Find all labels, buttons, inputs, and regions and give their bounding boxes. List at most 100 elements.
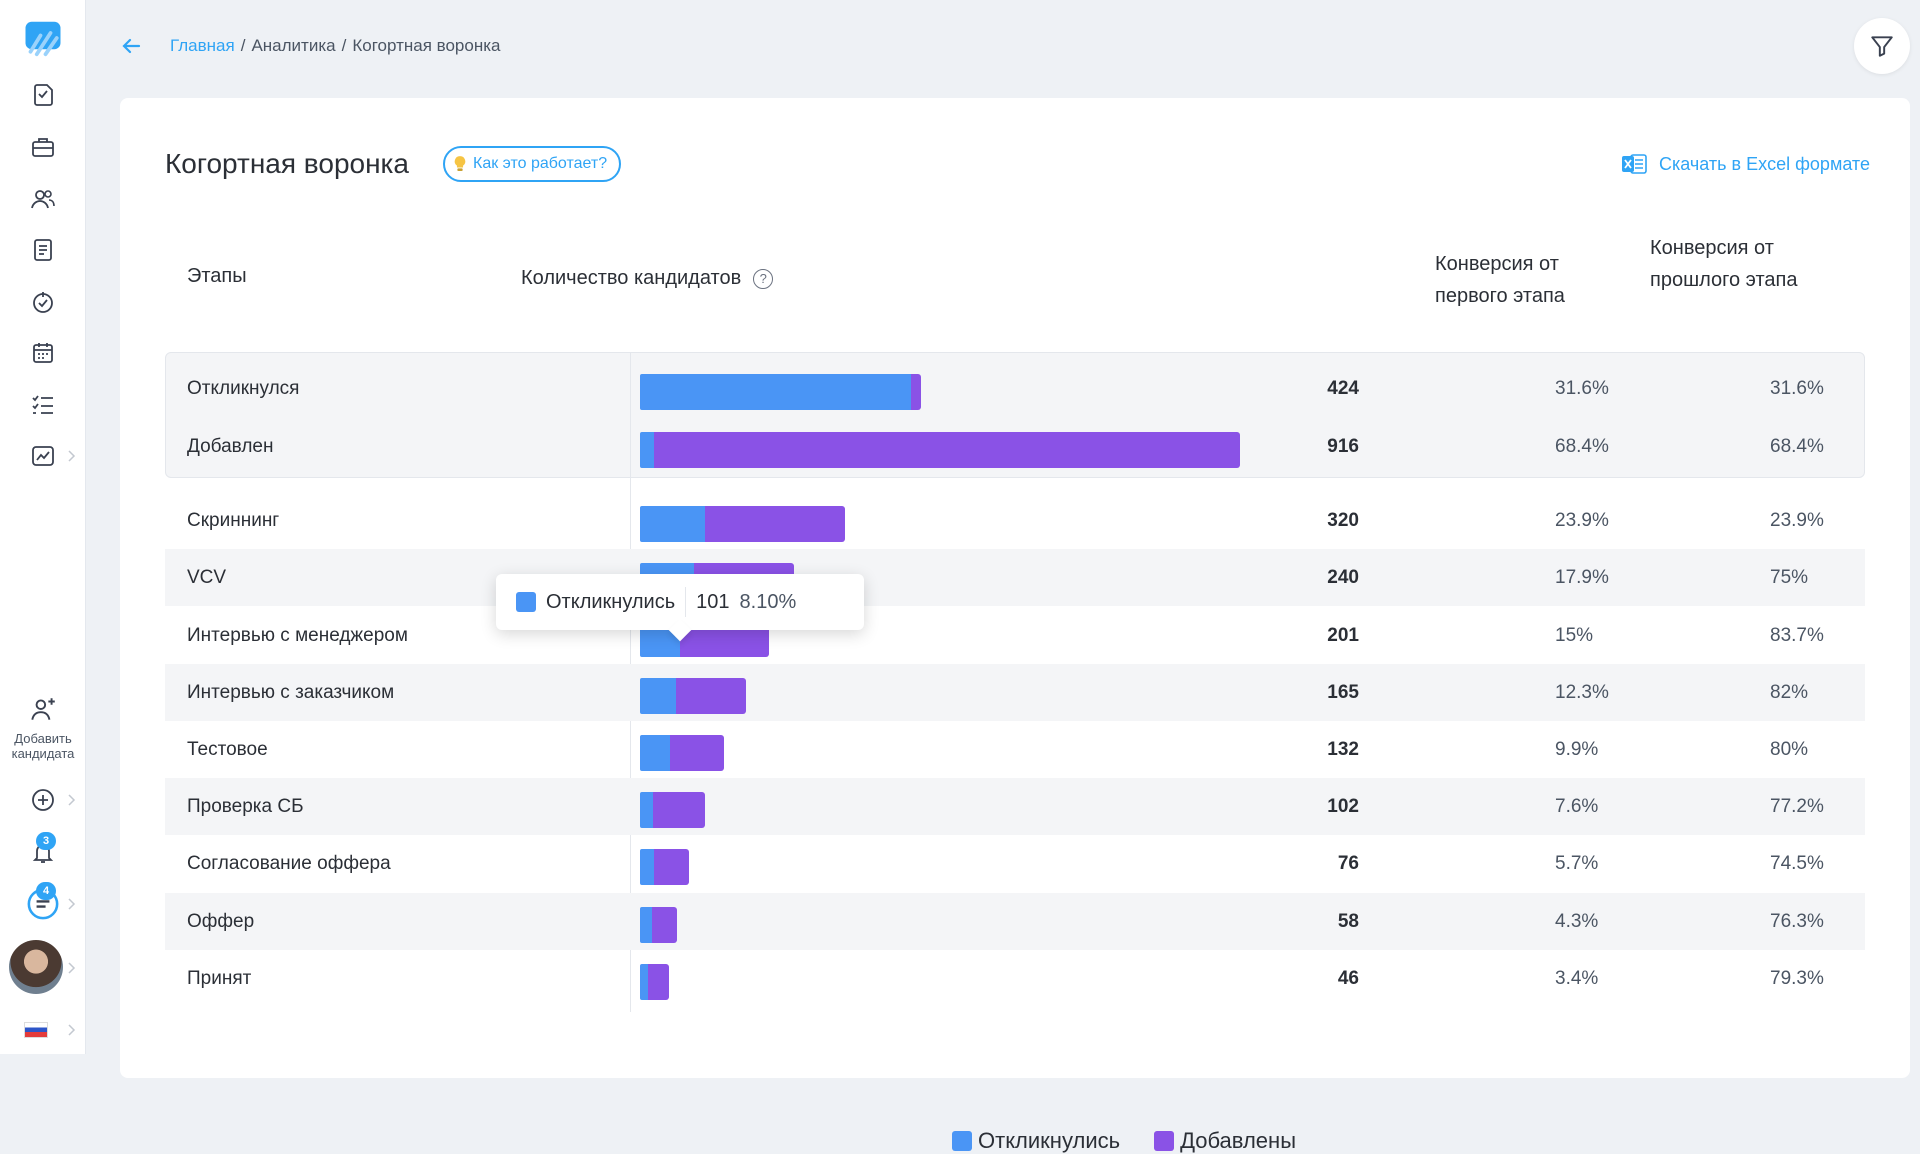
breadcrumb-analytics[interactable]: Аналитика xyxy=(251,36,336,55)
column-header-conv-first: Конверсия от первого этапа xyxy=(1435,253,1565,307)
bar-segment-added[interactable] xyxy=(648,964,670,1000)
question-icon[interactable]: ? xyxy=(753,268,774,289)
stage-bar[interactable] xyxy=(640,964,670,1000)
tooltip-swatch xyxy=(516,592,536,612)
conversion-from-previous: 80% xyxy=(1770,738,1809,760)
conversion-from-first: 9.9% xyxy=(1555,738,1599,760)
stage-bar[interactable] xyxy=(640,506,845,542)
bar-tooltip: Откликнулись 101 8.10% xyxy=(496,574,864,630)
briefcase-icon xyxy=(32,138,54,157)
documents-icon xyxy=(34,84,53,106)
chart-legend: Откликнулись Добавлены xyxy=(952,1128,1296,1154)
bar-segment-added[interactable] xyxy=(652,792,706,828)
add-candidate-button[interactable]: Добавить кандидата xyxy=(0,694,86,761)
bar-segment-added[interactable] xyxy=(670,735,725,771)
stage-bar[interactable] xyxy=(640,432,1241,468)
conversion-from-first: 17.9% xyxy=(1555,566,1609,588)
stage-bar[interactable] xyxy=(640,907,678,943)
how-it-works-label: Как это работает? xyxy=(473,155,608,172)
table-row: Откликнулся 424 31.6% 31.6% xyxy=(165,360,1865,417)
candidate-count: 916 xyxy=(1327,435,1359,457)
candidate-count: 320 xyxy=(1327,509,1359,531)
topbar: Главная / Аналитика / Когортная воронка xyxy=(86,0,1920,96)
bar-segment-responded[interactable] xyxy=(640,374,912,410)
stage-name: Принят xyxy=(187,967,252,989)
sidebar-item-reports[interactable] xyxy=(0,230,86,270)
bar-segment-responded[interactable] xyxy=(640,506,705,542)
conversion-from-previous: 23.9% xyxy=(1770,509,1824,531)
breadcrumb: Главная / Аналитика / Когортная воронка xyxy=(170,36,500,56)
bar-segment-added[interactable] xyxy=(654,849,689,885)
conversion-from-previous: 77.2% xyxy=(1770,795,1824,817)
tooltip-label: Откликнулись xyxy=(546,590,676,613)
document-icon xyxy=(34,239,52,261)
stage-bar[interactable] xyxy=(640,849,689,885)
breadcrumb-home[interactable]: Главная xyxy=(170,36,235,55)
bar-segment-responded[interactable] xyxy=(640,907,652,943)
column-header-count: Количество кандидатов? xyxy=(521,262,774,294)
sidebar-item-add[interactable] xyxy=(0,780,86,820)
candidate-count: 46 xyxy=(1337,967,1359,989)
stage-bar[interactable] xyxy=(640,374,922,410)
stage-name: Проверка СБ xyxy=(187,795,304,817)
bar-segment-added[interactable] xyxy=(651,907,678,943)
download-excel-label: Скачать в Excel формате xyxy=(1659,153,1870,174)
bar-segment-added[interactable] xyxy=(704,506,845,542)
stage-bar[interactable] xyxy=(640,678,746,714)
sidebar-item-candidates[interactable] xyxy=(0,179,86,219)
stage-bar[interactable] xyxy=(640,792,706,828)
sidebar-item-analytics[interactable] xyxy=(0,436,86,476)
stage-bar[interactable] xyxy=(640,735,725,771)
bar-segment-added[interactable] xyxy=(675,678,746,714)
chevron-right-icon xyxy=(68,1024,76,1036)
bar-segment-responded[interactable] xyxy=(640,849,655,885)
breadcrumb-separator: / xyxy=(341,36,347,55)
bar-segment-responded[interactable] xyxy=(640,792,653,828)
conversion-from-first: 15% xyxy=(1555,624,1594,646)
candidate-count: 240 xyxy=(1327,566,1359,588)
sidebar-item-calendar[interactable] xyxy=(0,333,86,373)
bar-segment-added[interactable] xyxy=(654,432,1241,468)
stage-name: Откликнулся xyxy=(187,377,300,399)
plus-circle-icon xyxy=(32,789,54,811)
bar-segment-added[interactable] xyxy=(911,374,922,410)
logo-icon xyxy=(25,21,61,57)
bar-segment-responded[interactable] xyxy=(640,432,654,468)
conversion-from-first: 12.3% xyxy=(1555,681,1609,703)
conversion-from-first: 31.6% xyxy=(1555,377,1609,399)
sidebar: Добавить кандидата 3 4 xyxy=(0,0,86,1054)
checklist-icon xyxy=(32,395,53,414)
column-header-count-label: Количество кандидатов xyxy=(521,267,742,289)
candidate-count: 201 xyxy=(1327,624,1359,646)
tooltip-value: 101 xyxy=(696,590,730,613)
language-flag[interactable] xyxy=(24,1022,48,1038)
table-row: Оффер 58 4.3% 76.3% xyxy=(165,893,1865,950)
legend-item-added[interactable]: Добавлены xyxy=(1154,1128,1296,1154)
stage-name: Согласование оффера xyxy=(187,852,391,874)
sidebar-item-activity[interactable] xyxy=(0,282,86,322)
table-row: Согласование оффера 76 5.7% 74.5% xyxy=(165,835,1865,892)
conversion-from-first: 7.6% xyxy=(1555,795,1599,817)
conversion-from-first: 5.7% xyxy=(1555,852,1599,874)
sidebar-item-vacancies[interactable] xyxy=(0,127,86,167)
excel-icon xyxy=(1622,154,1647,174)
table-row: Скриннинг 320 23.9% 23.9% xyxy=(165,492,1865,549)
back-arrow-icon[interactable] xyxy=(119,34,143,58)
bar-segment-responded[interactable] xyxy=(640,678,676,714)
avatar[interactable] xyxy=(9,940,63,994)
download-excel-link[interactable]: Скачать в Excel формате xyxy=(1621,153,1870,175)
logo[interactable] xyxy=(0,16,86,60)
breadcrumb-current: Когортная воронка xyxy=(352,36,501,55)
bar-segment-responded[interactable] xyxy=(640,964,649,1000)
column-header-stages: Этапы xyxy=(187,265,247,287)
bar-segment-responded[interactable] xyxy=(640,735,671,771)
sidebar-item-documents[interactable] xyxy=(0,75,86,115)
how-it-works-button[interactable]: Как это работает? xyxy=(443,146,622,182)
conversion-from-first: 3.4% xyxy=(1555,967,1599,989)
chevron-right-icon xyxy=(68,898,76,910)
chart-line-icon xyxy=(32,446,54,466)
legend-item-responded[interactable]: Откликнулись xyxy=(952,1128,1120,1154)
filter-button[interactable] xyxy=(1854,18,1910,74)
sidebar-item-tasks[interactable] xyxy=(0,385,86,425)
stage-name: Тестовое xyxy=(187,738,268,760)
